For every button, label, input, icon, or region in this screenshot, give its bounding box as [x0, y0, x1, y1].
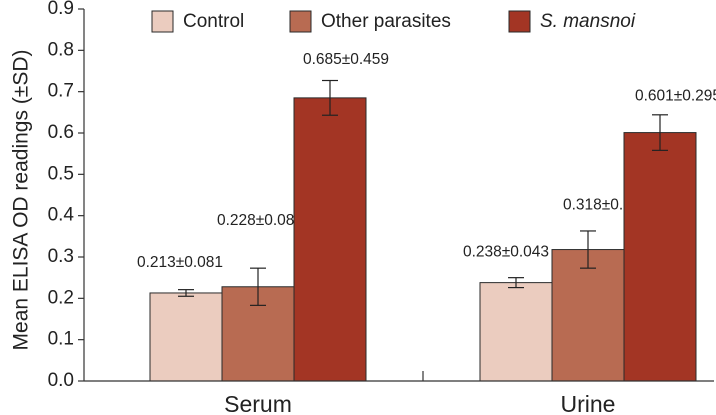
data-label: 0.238±0.043	[463, 244, 549, 261]
x-axis: Serum Urine	[84, 371, 714, 415]
legend-label: Control	[183, 11, 244, 32]
y-tick-label: 0.5	[48, 163, 74, 184]
y-axis-label: Mean ELISA OD readings (±SD)	[10, 50, 33, 351]
legend-swatch	[151, 10, 174, 33]
y-tick-label: 0.4	[48, 205, 75, 226]
legend: Control Other parasites S. mansnoi	[151, 10, 636, 33]
legend-swatch	[289, 10, 312, 33]
legend-label: Other parasites	[321, 11, 451, 32]
y-tick-label: 0.2	[48, 287, 74, 308]
legend-label: S. mansnoi	[540, 11, 636, 32]
y-tick-label: 0.0	[48, 370, 74, 391]
data-label: 0.228±0.084	[217, 212, 303, 229]
y-tick-label: 0.7	[48, 81, 74, 102]
y-axis: 0.0 0.1 0.2 0.3 0.4 0.5 0.6 0.7 0.8 0.9	[48, 0, 85, 391]
y-tick-label: 0.1	[48, 329, 74, 350]
bar	[149, 292, 223, 382]
x-category-label: Serum	[224, 391, 292, 415]
y-tick-label: 0.6	[48, 122, 74, 143]
bar	[479, 282, 553, 382]
data-label: 0.601±0.295	[635, 88, 716, 105]
legend-swatch	[508, 10, 531, 33]
bar	[623, 132, 697, 382]
x-category-label: Urine	[561, 391, 616, 415]
data-label: 0.213±0.081	[137, 254, 223, 271]
bar	[293, 97, 367, 382]
bars: 0.213±0.0810.238±0.0430.228±0.0840.318±0…	[137, 51, 716, 382]
bar	[551, 249, 625, 382]
data-label: 0.685±0.459	[303, 51, 389, 68]
y-tick-label: 0.3	[48, 246, 74, 267]
y-tick-label: 0.9	[48, 0, 74, 19]
y-tick-label: 0.8	[48, 39, 74, 60]
